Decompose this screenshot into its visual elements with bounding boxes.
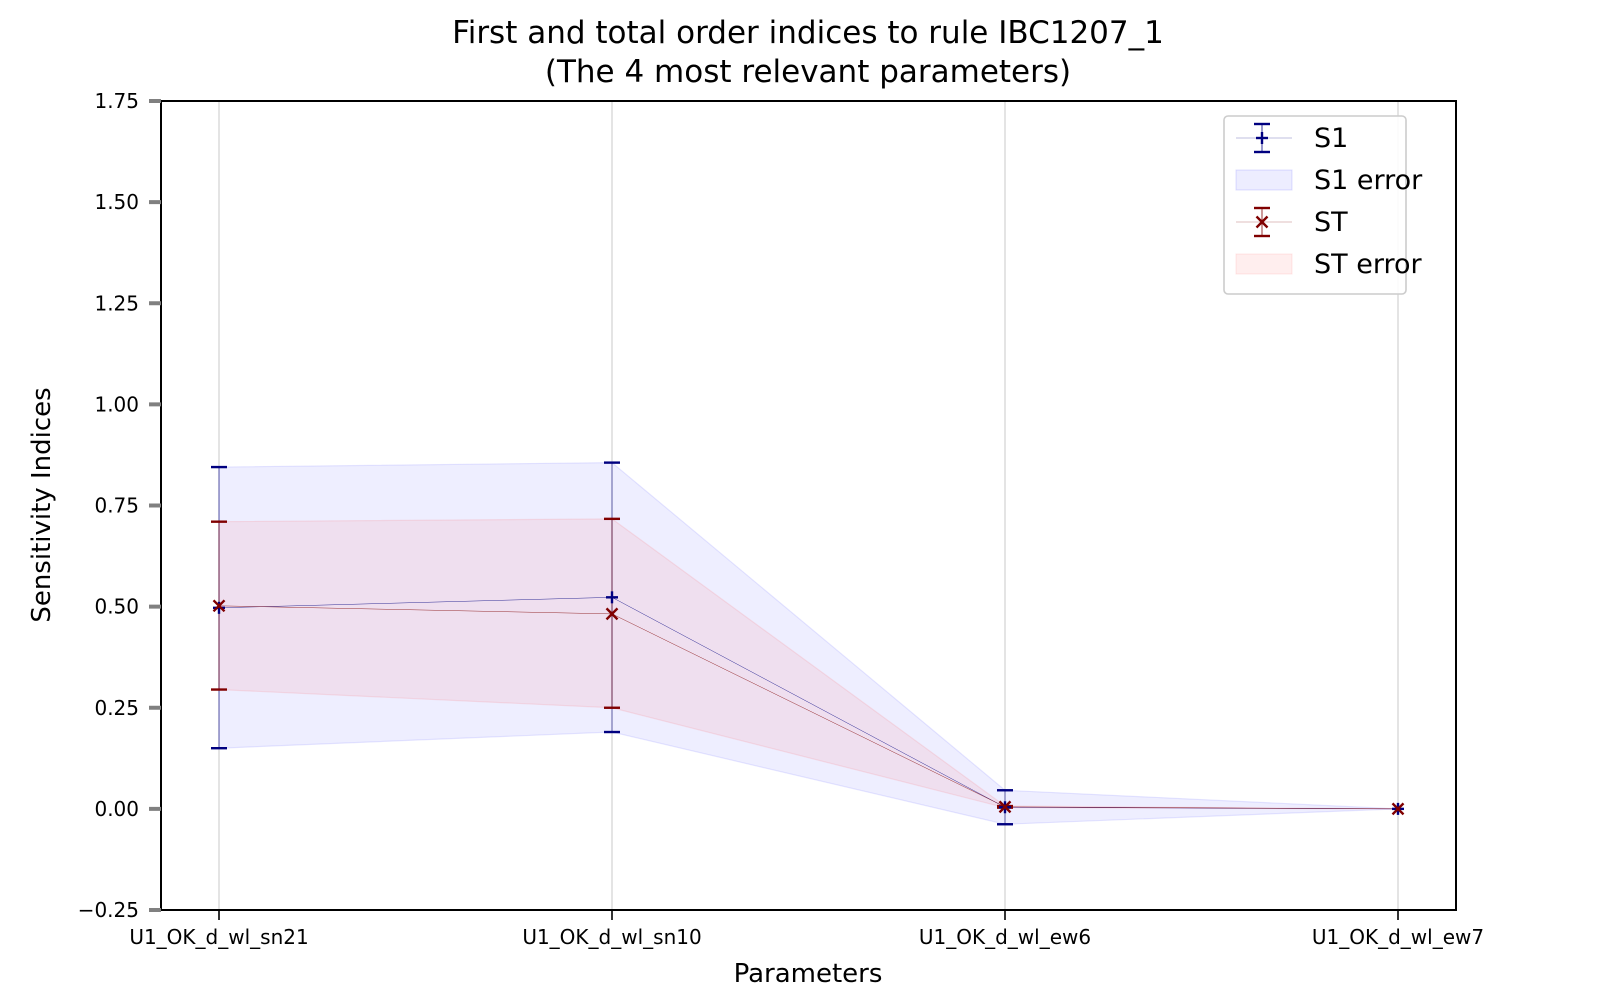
legend-item-st: ST xyxy=(1236,206,1348,238)
y-tick-label: 0.00 xyxy=(94,797,139,821)
x-tick-label: U1_OK_d_wl_ew6 xyxy=(919,925,1091,949)
marker-stroke xyxy=(1255,215,1269,229)
error-band-layer xyxy=(218,462,1399,825)
legend-label: S1 xyxy=(1314,123,1348,154)
y-tick-label: 1.50 xyxy=(94,190,139,214)
series-line-st xyxy=(218,605,1399,810)
data-point-st xyxy=(998,800,1012,814)
marker-layer xyxy=(212,591,1405,816)
chart-title: First and total order indices to rule IB… xyxy=(452,15,1164,51)
legend-item-st-error: ST error xyxy=(1235,249,1422,280)
y-tick-label: 1.75 xyxy=(94,89,139,113)
legend-label: S1 error xyxy=(1314,165,1423,196)
legend-swatch xyxy=(1235,169,1293,191)
series-line-layer xyxy=(218,597,1399,810)
legend-marker xyxy=(1255,215,1269,229)
data-point-st xyxy=(212,599,226,613)
legend-label: ST error xyxy=(1314,249,1422,280)
data-point-st xyxy=(1391,802,1405,816)
legend-marker xyxy=(1256,132,1268,144)
y-tick-label: 0.75 xyxy=(94,494,139,518)
x-tick-label: U1_OK_d_wl_ew7 xyxy=(1312,925,1484,949)
legend-item-s1-error: S1 error xyxy=(1235,165,1423,196)
legend-label: ST xyxy=(1314,207,1348,238)
y-tick-label: −0.25 xyxy=(78,898,139,922)
y-tick-label: 1.25 xyxy=(94,291,139,315)
data-point-s1 xyxy=(606,591,618,604)
marker-stroke xyxy=(1391,802,1405,816)
data-point-s1 xyxy=(213,601,225,614)
marker-stroke xyxy=(212,599,226,613)
marker-stroke xyxy=(605,607,619,621)
legend-frame xyxy=(1223,115,1407,295)
chart-subtitle: (The 4 most relevant parameters) xyxy=(545,54,1071,90)
y-tick-label: 0.25 xyxy=(94,696,139,720)
legend-swatch xyxy=(1235,253,1293,275)
y-axis-label: Sensitivity Indices xyxy=(27,387,57,622)
data-point-st xyxy=(605,607,619,621)
error-band-s1 xyxy=(218,462,1399,825)
x-axis-label: Parameters xyxy=(734,959,883,989)
x-tick-label: U1_OK_d_wl_sn10 xyxy=(522,925,701,949)
y-tick-label: 1.00 xyxy=(94,392,139,416)
x-tick-label: U1_OK_d_wl_sn21 xyxy=(129,925,308,949)
marker-stroke xyxy=(998,800,1012,814)
legend-item-s1: S1 xyxy=(1236,122,1348,154)
y-tick-label: 0.50 xyxy=(94,595,139,619)
axis-layer: −0.25 0.00 0.25 0.50 0.75 1.00 1.25 1.50 1.75 U1_… xyxy=(78,89,1484,949)
legend: S1 S1 error ST ST error xyxy=(1223,115,1423,295)
